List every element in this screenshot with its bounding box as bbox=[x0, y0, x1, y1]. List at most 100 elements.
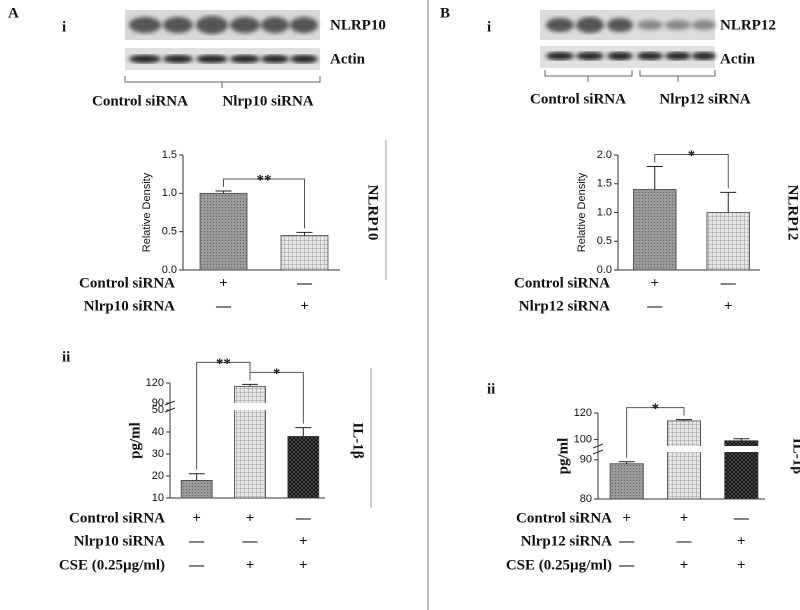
significance-label: * bbox=[652, 401, 660, 417]
y-tick-label: 90 bbox=[580, 454, 592, 466]
sign: — bbox=[215, 298, 232, 314]
condition-label: Nlrp12 siRNA bbox=[521, 533, 612, 549]
condition-label: Nlrp10 siRNA bbox=[84, 298, 175, 314]
condition-label: CSE (0.25µg/ml) bbox=[506, 557, 612, 573]
error-bar bbox=[188, 473, 205, 481]
sign: — bbox=[618, 533, 635, 549]
y-tick-label: 20 bbox=[152, 470, 164, 482]
panel-letter: B bbox=[440, 5, 450, 21]
y-tick-label: 1.5 bbox=[597, 178, 612, 190]
sign: + bbox=[724, 298, 733, 314]
y-tick-label: 1.0 bbox=[597, 206, 612, 218]
bar bbox=[666, 420, 702, 500]
sign: + bbox=[680, 557, 689, 573]
y-tick-label: 40 bbox=[152, 426, 164, 438]
sign: — bbox=[295, 510, 312, 526]
y-tick-label: 1.0 bbox=[162, 187, 177, 199]
error-bar bbox=[733, 438, 750, 441]
bar bbox=[706, 212, 750, 271]
y-tick-label: 100 bbox=[574, 433, 592, 445]
sign: — bbox=[733, 510, 750, 526]
bar bbox=[199, 192, 248, 271]
error-bar bbox=[296, 231, 313, 236]
sub-label: i bbox=[62, 19, 66, 35]
blot-a bbox=[124, 10, 321, 88]
y-tick-label: 0.5 bbox=[162, 226, 177, 238]
panel-letter: A bbox=[8, 5, 19, 21]
y-tick-label: 90 bbox=[152, 397, 164, 409]
sign: — bbox=[618, 557, 635, 573]
significance-bracket bbox=[249, 371, 304, 424]
bar bbox=[633, 189, 677, 271]
error-bar bbox=[618, 461, 635, 464]
axis-break-mark bbox=[164, 400, 176, 413]
y-tick-label: 0.5 bbox=[597, 235, 612, 247]
bar bbox=[287, 435, 320, 499]
group-label: Nlrp12 siRNA bbox=[659, 91, 750, 107]
error-bar bbox=[646, 166, 663, 190]
sub-label: ii bbox=[62, 349, 70, 365]
y-tick-label: 120 bbox=[574, 407, 592, 419]
group-label: Nlrp10 siRNA bbox=[222, 93, 313, 109]
sign: + bbox=[737, 533, 746, 549]
y-axis-label: Relative Density bbox=[141, 172, 153, 252]
significance-bracket bbox=[223, 178, 305, 229]
side-label: IL-1β bbox=[790, 438, 800, 474]
y-tick-label: 120 bbox=[146, 377, 164, 389]
condition-label: CSE (0.25µg/ml) bbox=[59, 557, 165, 573]
condition-label: Nlrp10 siRNA bbox=[74, 533, 165, 549]
condition-label: Control siRNA bbox=[516, 510, 612, 526]
significance-label: * bbox=[688, 148, 696, 164]
sign: + bbox=[650, 275, 659, 291]
sign: + bbox=[300, 298, 309, 314]
axis-break-mark bbox=[592, 443, 604, 455]
axis-break bbox=[599, 446, 771, 452]
condition-label: Control siRNA bbox=[69, 510, 165, 526]
y-tick-label: 0.0 bbox=[162, 264, 177, 276]
y-axis-label: pg/ml bbox=[127, 422, 143, 459]
sign: + bbox=[246, 510, 255, 526]
side-label: IL-1β bbox=[350, 422, 366, 458]
group-label: Control siRNA bbox=[530, 91, 626, 107]
significance-bracket bbox=[654, 154, 729, 189]
sign: + bbox=[192, 510, 201, 526]
sign: + bbox=[737, 557, 746, 573]
sign: — bbox=[720, 275, 737, 291]
y-tick-label: 2.0 bbox=[597, 149, 612, 161]
error-bar bbox=[676, 419, 692, 421]
bar bbox=[180, 479, 213, 499]
sign: — bbox=[646, 298, 663, 314]
significance-label: ** bbox=[257, 172, 272, 188]
side-label: NLRP12 bbox=[785, 185, 800, 241]
error-bar bbox=[242, 383, 258, 387]
sign: — bbox=[242, 533, 259, 549]
blot-label: Actin bbox=[330, 51, 366, 67]
error-bar bbox=[295, 427, 312, 437]
bar bbox=[280, 235, 329, 271]
sign: + bbox=[219, 275, 228, 291]
condition-label: Control siRNA bbox=[514, 275, 610, 291]
error-bar bbox=[215, 190, 232, 194]
y-axis-label: Relative Density bbox=[576, 172, 588, 252]
y-axis-label: pg/ml bbox=[555, 438, 571, 475]
significance-bracket bbox=[196, 361, 251, 470]
sign: — bbox=[188, 557, 205, 573]
side-label: NLRP10 bbox=[365, 185, 381, 241]
y-tick-label: 1.5 bbox=[162, 149, 177, 161]
sub-label: ii bbox=[487, 381, 495, 397]
condition-label: Control siRNA bbox=[79, 275, 175, 291]
y-tick-label: 50 bbox=[152, 404, 164, 416]
y-tick-label: 10 bbox=[152, 492, 164, 504]
y-tick-label: 0.0 bbox=[597, 264, 612, 276]
blot-label: NLRP12 bbox=[720, 17, 776, 33]
sign: — bbox=[676, 533, 693, 549]
sign: — bbox=[188, 533, 205, 549]
sign: + bbox=[299, 557, 308, 573]
sub-label: i bbox=[487, 19, 491, 35]
sign: + bbox=[299, 533, 308, 549]
sign: — bbox=[296, 275, 313, 291]
sign: + bbox=[622, 510, 631, 526]
condition-label: Nlrp12 siRNA bbox=[519, 298, 610, 314]
sign: + bbox=[680, 510, 689, 526]
